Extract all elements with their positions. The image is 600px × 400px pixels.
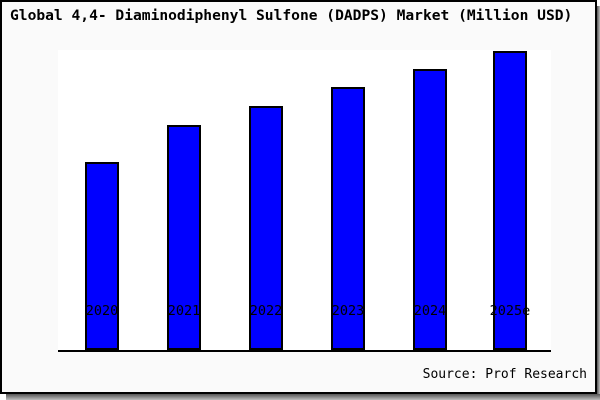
panel-shadow-bottom — [6, 394, 600, 400]
bar-2024 — [413, 69, 447, 350]
source-credit: Source: Prof Research — [422, 367, 587, 382]
bar-2021 — [167, 125, 201, 350]
bar-2022 — [249, 106, 283, 350]
x-tick-label-2024: 2024 — [413, 303, 447, 319]
chart-title: Global 4,4- Diaminodiphenyl Sulfone (DAD… — [10, 7, 573, 24]
bar-2023 — [331, 87, 365, 350]
bar-2025e — [493, 51, 527, 350]
bar-2020 — [85, 162, 119, 350]
x-tick-label-2023: 2023 — [331, 303, 365, 319]
x-tick-label-2022: 2022 — [249, 303, 283, 319]
panel-shadow-right — [597, 6, 600, 400]
plot-area — [58, 50, 551, 352]
x-tick-label-2021: 2021 — [167, 303, 201, 319]
x-tick-label-2020: 2020 — [85, 303, 119, 319]
x-tick-label-2025e: 2025e — [489, 303, 531, 319]
